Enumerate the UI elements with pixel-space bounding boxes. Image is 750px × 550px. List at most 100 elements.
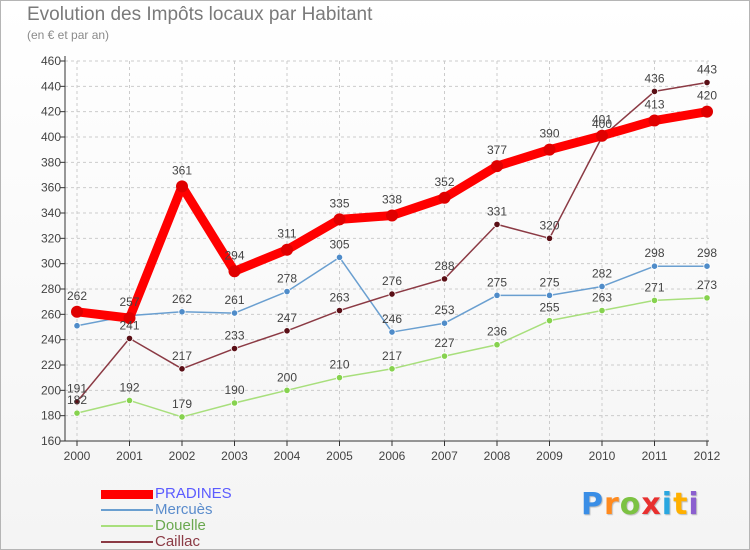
x-tick-label: 2011	[642, 449, 668, 463]
data-label-caillac: 191	[67, 382, 87, 396]
data-point-mercus	[283, 287, 291, 296]
data-point-douelle	[230, 399, 239, 407]
data-point-caillac	[178, 365, 186, 373]
data-point-douelle	[440, 352, 449, 360]
data-label-douelle: 179	[172, 397, 192, 411]
data-label-douelle: 200	[277, 370, 297, 384]
data-label-caillac: 288	[434, 259, 454, 273]
data-label-douelle: 271	[644, 280, 664, 294]
data-label-caillac: 331	[487, 204, 507, 218]
y-tick-label: 360	[41, 181, 61, 195]
data-label-mercus: 298	[697, 246, 717, 260]
x-tick-label: 2005	[326, 449, 353, 463]
data-point-mercus	[335, 253, 344, 261]
data-label-caillac: 276	[382, 274, 402, 288]
data-label-douelle: 263	[592, 291, 612, 305]
y-tick-label: 380	[41, 155, 61, 169]
data-label-mercus: 275	[539, 275, 559, 289]
x-tick-label: 2009	[536, 449, 563, 463]
data-label-pradines: 338	[382, 193, 402, 207]
data-label-mercus: 282	[592, 266, 612, 280]
data-label-douelle: 227	[434, 336, 454, 350]
data-label-caillac: 233	[224, 329, 244, 343]
data-point-caillac	[283, 327, 291, 335]
data-label-douelle: 217	[382, 349, 402, 363]
logo-letter: i	[661, 487, 674, 522]
legend-swatch	[101, 541, 153, 543]
data-point-caillac	[335, 306, 344, 315]
logo-letter: i	[688, 487, 700, 522]
data-label-mercus: 261	[224, 293, 244, 307]
data-point-pradines	[596, 129, 608, 142]
y-tick-label: 260	[41, 307, 61, 321]
data-label-pradines: 420	[697, 89, 717, 103]
data-label-caillac: 263	[329, 291, 349, 305]
y-tick-label: 340	[41, 206, 61, 220]
data-point-caillac	[545, 234, 554, 242]
y-tick-label: 240	[41, 333, 61, 347]
data-label-mercus: 262	[172, 292, 192, 306]
data-label-mercus: 298	[644, 246, 664, 260]
data-label-pradines: 311	[277, 227, 296, 241]
logo-letter: t	[673, 487, 689, 522]
data-label-pradines: 377	[487, 143, 507, 157]
data-point-caillac	[493, 220, 501, 228]
data-point-pradines	[228, 265, 241, 278]
x-tick-label: 2000	[64, 449, 91, 463]
legend-swatch	[101, 489, 153, 499]
data-label-pradines: 390	[539, 127, 559, 141]
data-label-caillac: 436	[644, 71, 664, 85]
data-label-mercus: 305	[329, 237, 349, 251]
x-tick-label: 2003	[221, 449, 248, 463]
data-label-douelle: 236	[487, 325, 507, 339]
data-point-caillac	[230, 344, 239, 353]
data-point-douelle	[493, 341, 501, 349]
data-label-mercus: 246	[382, 312, 402, 326]
data-point-caillac	[650, 87, 659, 96]
data-point-mercus	[178, 308, 186, 316]
data-label-douelle: 210	[329, 358, 349, 372]
y-tick-label: 160	[41, 434, 61, 448]
data-point-pradines	[543, 143, 556, 156]
chart-subtitle: (en € et par an)	[27, 28, 110, 42]
data-point-mercus	[703, 262, 711, 270]
data-point-douelle	[125, 396, 134, 405]
legend-label: Douelle	[155, 517, 206, 534]
data-point-caillac	[388, 290, 396, 298]
x-tick-label: 2004	[274, 449, 301, 463]
y-tick-label: 460	[41, 54, 61, 68]
y-tick-label: 400	[41, 130, 61, 144]
data-label-douelle: 255	[539, 301, 559, 315]
data-point-mercus	[388, 328, 396, 336]
data-label-caillac: 443	[697, 63, 717, 77]
x-tick-label: 2012	[694, 449, 721, 463]
data-point-pradines	[333, 213, 346, 226]
x-tick-label: 2008	[484, 449, 511, 463]
x-tick-label: 2002	[169, 449, 196, 463]
data-point-mercus	[230, 309, 239, 317]
x-tick-label: 2010	[589, 449, 616, 463]
data-point-pradines	[386, 209, 398, 222]
y-tick-label: 440	[41, 79, 61, 93]
data-label-mercus: 253	[434, 303, 454, 317]
data-point-mercus	[73, 322, 81, 330]
data-point-mercus	[650, 262, 659, 270]
data-label-pradines: 262	[67, 289, 87, 303]
data-label-pradines: 257	[119, 295, 139, 309]
data-point-pradines	[648, 114, 661, 127]
logo-letter: x	[641, 487, 662, 522]
data-point-douelle	[388, 365, 396, 373]
x-tick-label: 2001	[116, 449, 143, 463]
data-point-douelle	[598, 306, 606, 315]
y-tick-label: 320	[41, 231, 61, 245]
data-point-mercus	[545, 291, 554, 299]
data-point-douelle	[650, 296, 659, 304]
data-point-mercus	[440, 319, 449, 327]
data-label-mercus: 278	[277, 272, 297, 286]
data-label-douelle: 192	[119, 380, 139, 394]
y-tick-label: 220	[41, 358, 61, 372]
data-label-caillac: 217	[172, 349, 192, 363]
chart-title: Evolution des Impôts locaux par Habitant	[27, 4, 373, 25]
data-label-douelle: 273	[697, 278, 717, 292]
